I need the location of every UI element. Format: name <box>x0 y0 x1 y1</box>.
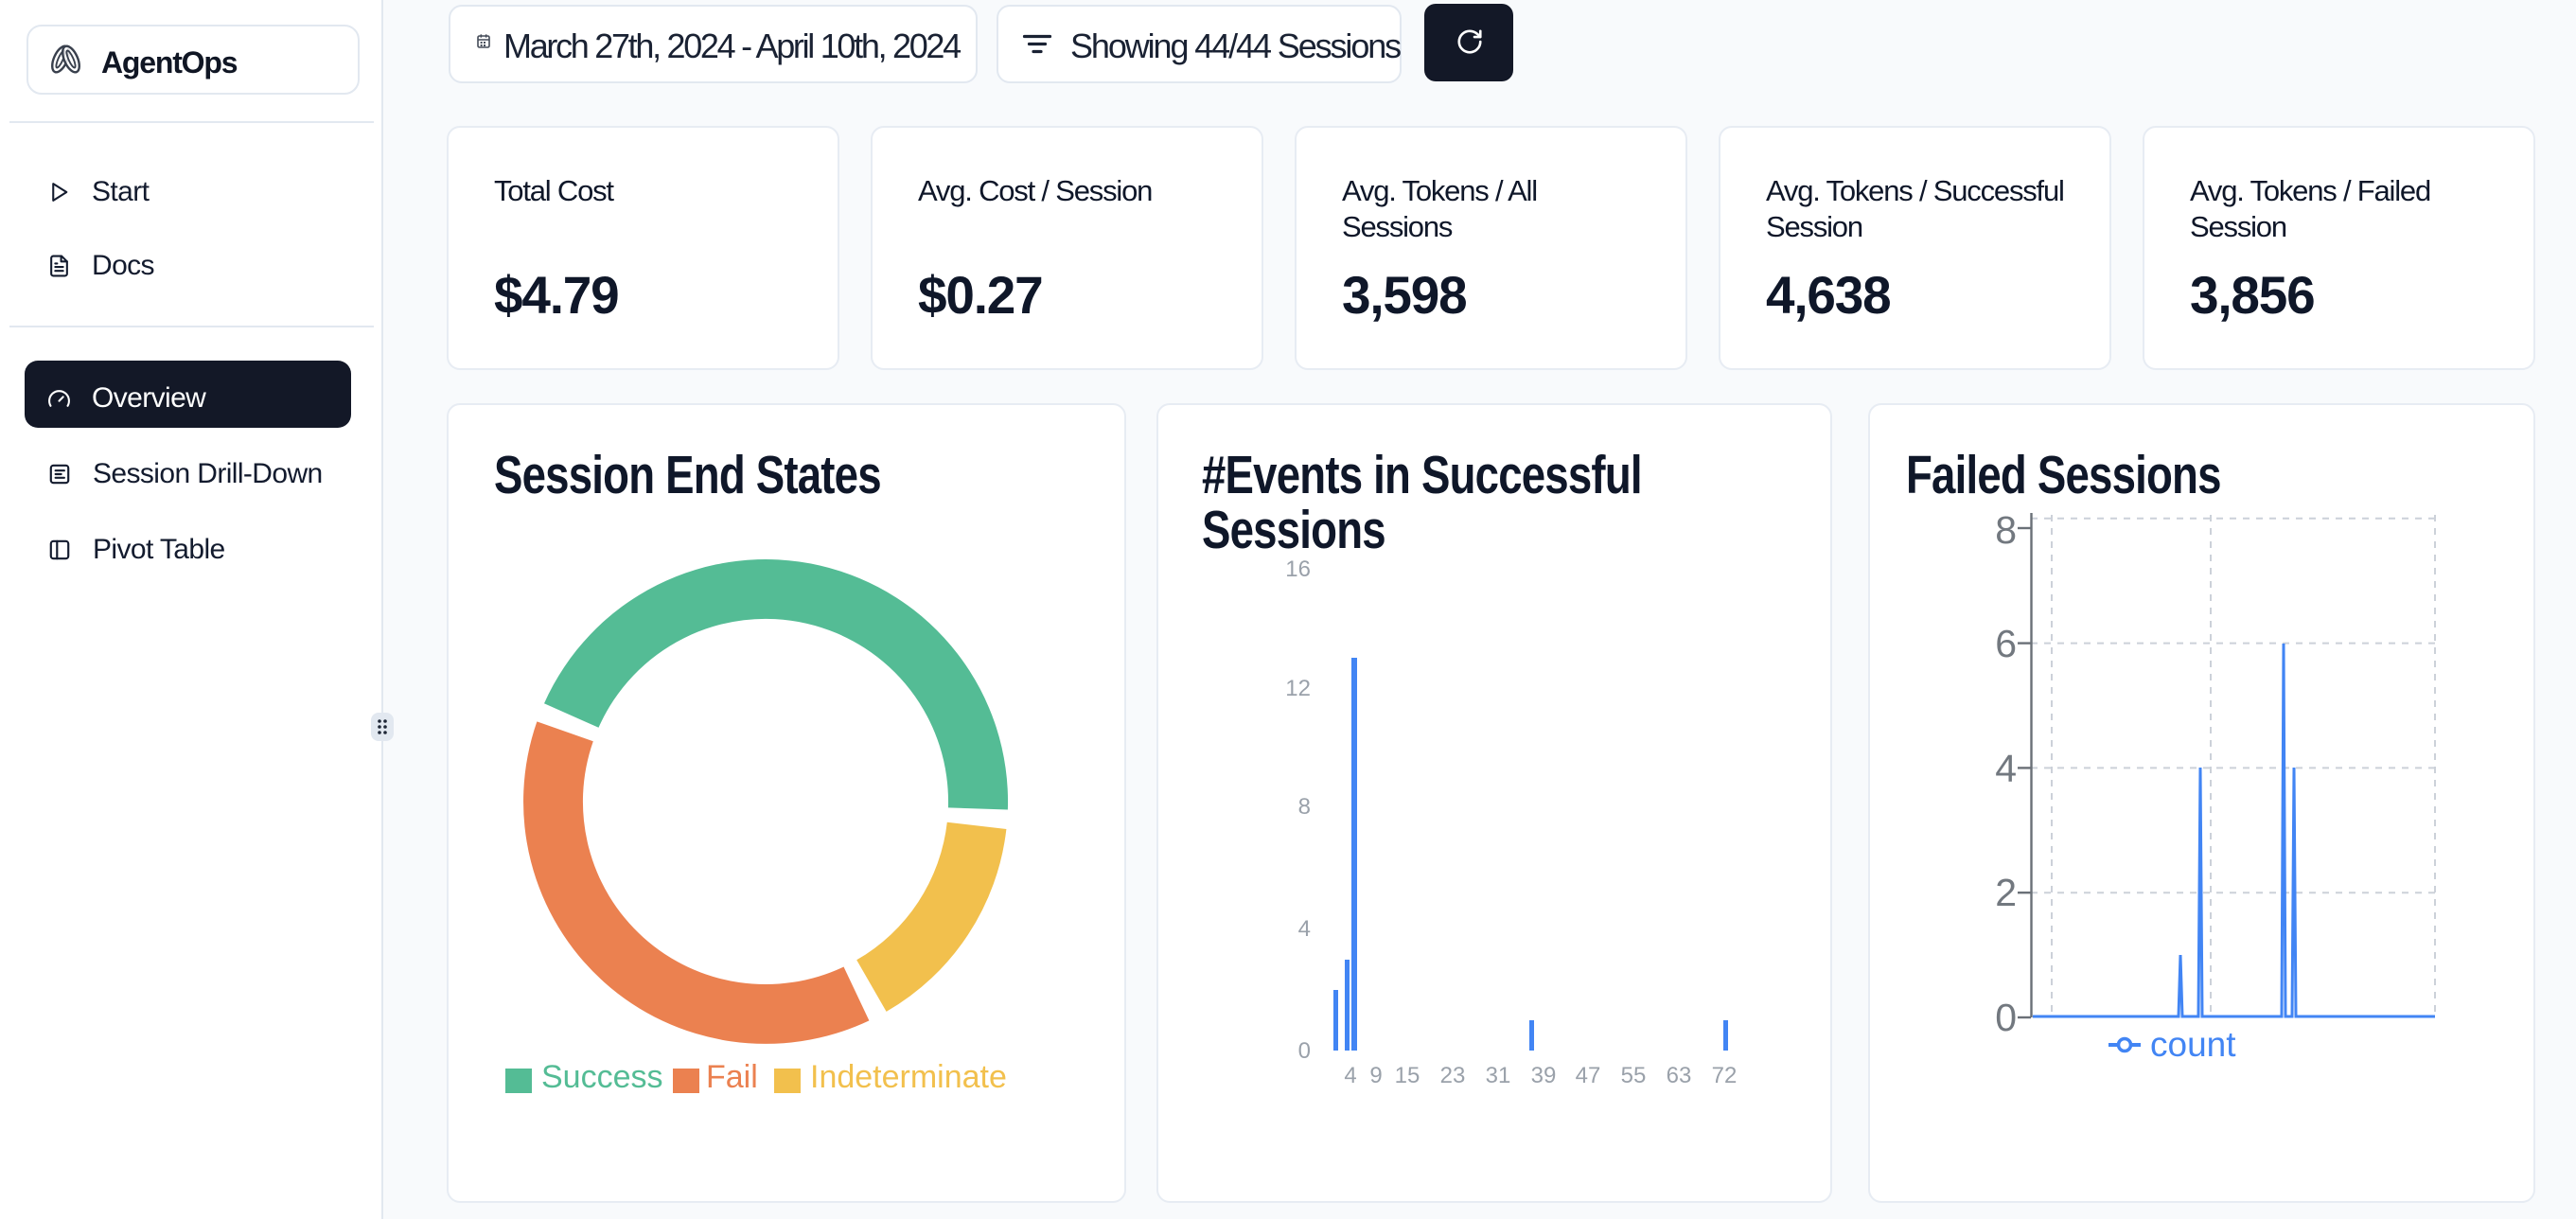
svg-text:4: 4 <box>1995 747 2017 790</box>
svg-text:2: 2 <box>1995 871 2017 914</box>
svg-text:8: 8 <box>1995 508 2017 552</box>
svg-text:6: 6 <box>1995 622 2017 665</box>
svg-text:count: count <box>2150 1025 2236 1064</box>
svg-text:0: 0 <box>1995 996 2017 1039</box>
